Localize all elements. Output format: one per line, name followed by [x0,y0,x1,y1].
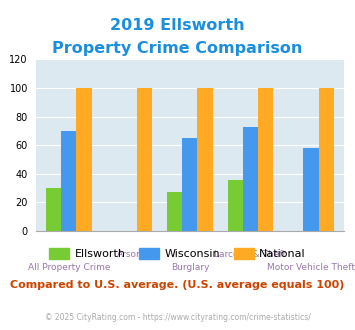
Bar [243,127,258,231]
Bar [137,88,152,231]
Bar [319,88,334,231]
Bar [258,88,273,231]
Bar [228,180,243,231]
Bar [182,138,197,231]
Text: All Property Crime: All Property Crime [28,263,110,272]
Bar [304,148,319,231]
Bar [76,88,92,231]
Bar [167,192,182,231]
Text: Larceny & Theft: Larceny & Theft [214,250,286,259]
Bar [61,131,76,231]
Text: Motor Vehicle Theft: Motor Vehicle Theft [267,263,355,272]
Text: 2019 Ellsworth: 2019 Ellsworth [110,18,245,33]
Legend: Ellsworth, Wisconsin, National: Ellsworth, Wisconsin, National [45,244,310,263]
Bar [46,188,61,231]
Bar [197,88,213,231]
Text: Burglary: Burglary [171,263,209,272]
Text: Property Crime Comparison: Property Crime Comparison [52,41,303,56]
Text: Arson: Arson [116,250,142,259]
Text: © 2025 CityRating.com - https://www.cityrating.com/crime-statistics/: © 2025 CityRating.com - https://www.city… [45,313,310,322]
Text: Compared to U.S. average. (U.S. average equals 100): Compared to U.S. average. (U.S. average … [10,280,345,290]
